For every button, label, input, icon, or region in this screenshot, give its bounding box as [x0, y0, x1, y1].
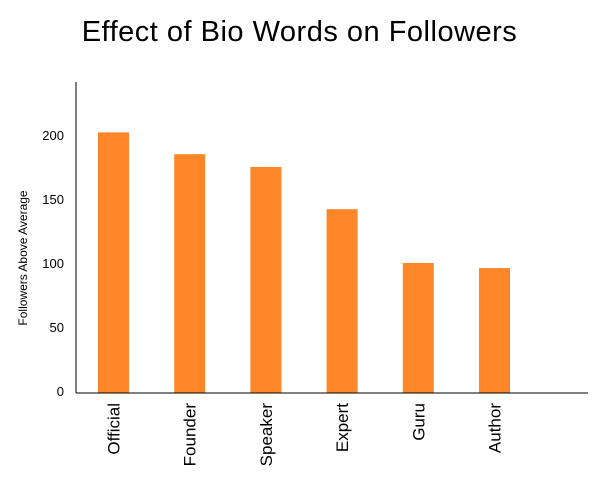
- y-tick-label: 100: [42, 256, 64, 271]
- bars-group: [98, 132, 510, 393]
- bar-guru: [402, 263, 434, 393]
- y-axis-title: Followers Above Average: [16, 190, 30, 326]
- x-category-label: Author: [486, 403, 505, 453]
- bar-official: [98, 132, 129, 393]
- bar-founder: [174, 154, 206, 393]
- x-category-labels: Official Founder Speaker Expert Guru Author: [105, 403, 505, 467]
- bar-expert: [326, 209, 358, 393]
- x-category-label: Expert: [333, 403, 352, 452]
- y-tick-label: 50: [50, 320, 64, 335]
- y-tick-label: 200: [42, 128, 64, 143]
- x-category-label: Founder: [181, 403, 200, 467]
- x-category-label: Speaker: [257, 403, 276, 467]
- chart-title: Effect of Bio Words on Followers: [81, 16, 518, 48]
- bar-author: [479, 268, 510, 393]
- y-tick-label: 0: [57, 384, 64, 399]
- y-tick-labels: 0 50 100 150 200: [42, 128, 64, 399]
- bar-speaker: [250, 167, 282, 393]
- x-category-label: Official: [105, 403, 124, 455]
- x-category-label: Guru: [409, 403, 428, 441]
- y-tick-label: 150: [42, 192, 64, 207]
